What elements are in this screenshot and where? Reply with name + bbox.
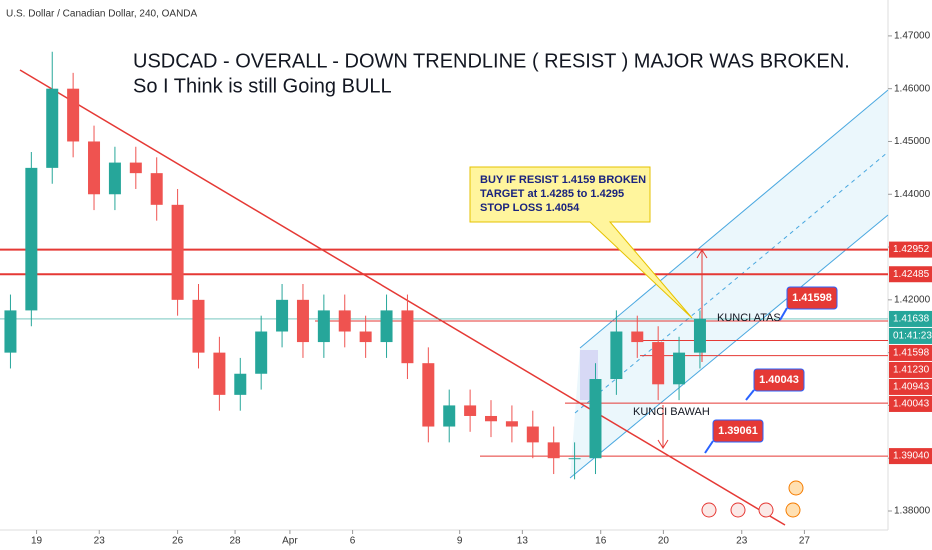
title-line: So I Think is still Going BULL (133, 75, 392, 97)
axis-price-label-bg (889, 344, 932, 361)
candle-body (693, 318, 706, 353)
candle-body (401, 310, 414, 364)
candle-body (631, 331, 644, 343)
header: U.S. Dollar / Canadian Dollar, 240, OAND… (6, 9, 198, 20)
candle-body (150, 173, 163, 205)
candle-body (234, 373, 247, 395)
event-icon (730, 502, 746, 518)
candle-body (610, 331, 623, 380)
x-tick-label: 27 (799, 536, 811, 547)
candle-body (652, 342, 665, 385)
y-tick-label: 1.42000 (894, 294, 931, 305)
y-tick-label: 1.47000 (894, 31, 931, 42)
axis-price-label: 1.42952 (893, 244, 930, 255)
callout-box (469, 166, 693, 319)
candle-body (296, 299, 309, 343)
tag-pointer (779, 307, 788, 321)
callout-line: TARGET at 1.4285 to 1.4295 (480, 188, 624, 200)
candle-body (568, 458, 581, 460)
candle-body (129, 162, 142, 174)
axis-price-label-bg (889, 310, 932, 327)
y-tick-label: 1.46000 (894, 83, 931, 94)
x-tick-label: 6 (350, 536, 356, 547)
candle-body (505, 421, 518, 427)
candle-body (338, 310, 351, 332)
price-tag (786, 286, 838, 310)
axis-price-label: 1.40943 (893, 382, 930, 393)
channel-mid (574, 151, 889, 414)
x-tick-label: 26 (172, 536, 184, 547)
zone-label: KUNCI ATAS (717, 312, 781, 324)
axis-price-label-bg (889, 378, 932, 395)
x-tick-label: 9 (457, 536, 463, 547)
price-tag (712, 419, 764, 443)
axis-price-label-bg (889, 361, 932, 378)
candle-body (67, 88, 80, 142)
down-trendline (19, 69, 786, 526)
candle-body (317, 310, 330, 343)
callout-line: STOP LOSS 1.4054 (480, 202, 580, 214)
x-tick-label: 23 (94, 536, 106, 547)
countdown: 01:41:23 (893, 331, 932, 342)
event-icon (701, 502, 717, 518)
callout-line: BUY IF RESIST 1.4159 BROKEN (480, 174, 646, 186)
price-tag (753, 368, 805, 392)
tag-text: 1.41598 (792, 292, 832, 304)
axis-price-label: 1.42485 (893, 269, 930, 280)
axis-price-label-bg (889, 448, 932, 465)
candle-body (25, 167, 38, 311)
countdown-bg (889, 327, 932, 344)
axis-price-label-bg (889, 266, 932, 283)
x-tick-label: 16 (595, 536, 607, 547)
channel-upper (579, 89, 889, 349)
candle-body (547, 442, 560, 459)
tag-pointer (745, 389, 755, 401)
tag-text: 1.40043 (759, 374, 799, 386)
event-icon (758, 502, 774, 518)
x-tick-label: 13 (517, 536, 529, 547)
axis-price-label: 1.39040 (893, 451, 930, 462)
axis-price-label-bg (889, 395, 932, 412)
axis-price-label: 1.41598 (893, 348, 930, 359)
candle-body (380, 310, 393, 343)
x-tick-label: Apr (282, 536, 298, 547)
candle-body (464, 405, 477, 416)
candle-body (4, 310, 17, 353)
candle-body (255, 331, 268, 374)
x-tick-label: 28 (229, 536, 241, 547)
x-tick-label: 19 (31, 536, 43, 547)
tag-pointer (704, 440, 714, 454)
candle-body (171, 204, 184, 300)
x-tick-label: 23 (736, 536, 748, 547)
candle-body (213, 352, 226, 395)
x-tick-label: 20 (658, 536, 670, 547)
y-tick-label: 1.44000 (894, 189, 931, 200)
arrowhead (657, 439, 669, 449)
candle-body (485, 415, 498, 422)
event-icon (788, 480, 804, 496)
channel-lower (569, 214, 889, 479)
candle-body (526, 426, 539, 443)
event-icon (785, 502, 801, 518)
zone-label: KUNCI BAWAH (633, 406, 710, 418)
candle-body (422, 363, 435, 427)
candle-body (443, 405, 456, 427)
axis-price-label: 1.40043 (893, 399, 930, 410)
axis-price-label: 1.41230 (893, 365, 930, 376)
tag-text: 1.39061 (718, 425, 758, 437)
candle-body (88, 141, 101, 195)
axis-price-label: 1.41638 (893, 314, 930, 325)
y-tick-label: 1.38000 (894, 506, 931, 517)
title-line: USDCAD - OVERALL - DOWN TRENDLINE ( RESI… (133, 50, 850, 72)
candle-body (359, 331, 372, 343)
candle-body (276, 299, 289, 332)
candle-body (108, 162, 121, 195)
axis-price-label-bg (889, 241, 932, 258)
candle-body (192, 299, 205, 353)
y-tick-label: 1.45000 (894, 136, 931, 147)
candle-body (673, 352, 686, 385)
candle-body (589, 379, 602, 459)
candle-body (46, 88, 59, 168)
